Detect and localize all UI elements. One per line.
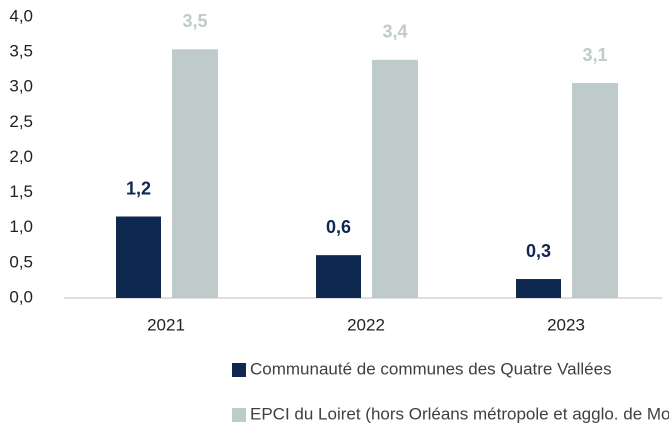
legend-label: EPCI du Loiret (hors Orléans métropole e… [250, 404, 669, 423]
x-tick-label: 2023 [547, 315, 585, 334]
y-tick-label: 4,0 [9, 6, 33, 25]
bar [116, 216, 161, 298]
y-tick-label: 2,5 [9, 112, 33, 131]
legend-label: Communauté de communes des Quatre Vallée… [250, 359, 612, 378]
bar [572, 83, 618, 298]
y-tick-label: 0,5 [9, 252, 33, 271]
value-label: 0,3 [526, 241, 551, 261]
y-tick-label: 0,0 [9, 287, 33, 306]
bar [516, 279, 561, 298]
x-tick-label: 2021 [147, 315, 185, 334]
x-tick-label: 2022 [347, 315, 385, 334]
y-tick-label: 1,0 [9, 217, 33, 236]
legend-swatch [232, 408, 246, 422]
value-label: 3,5 [182, 11, 207, 31]
bar [172, 49, 218, 298]
bar [316, 255, 361, 298]
y-tick-label: 3,5 [9, 42, 33, 61]
bar [372, 59, 418, 298]
value-label: 0,6 [326, 217, 351, 237]
y-tick-label: 1,5 [9, 182, 33, 201]
value-label: 3,4 [382, 22, 407, 42]
legend-swatch [232, 363, 246, 377]
value-label: 1,2 [126, 178, 151, 198]
value-label: 3,1 [582, 45, 607, 65]
y-tick-label: 3,0 [9, 77, 33, 96]
y-tick-label: 2,0 [9, 147, 33, 166]
